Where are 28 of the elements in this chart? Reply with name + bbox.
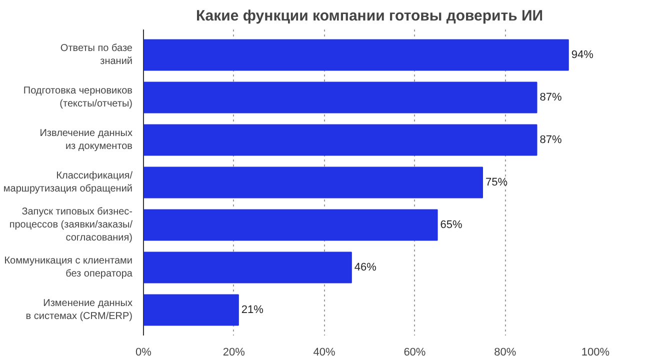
bar [144,252,352,284]
y-tick-label: Извлечение данных из документов [40,128,133,152]
data-label: 75% [486,176,508,188]
y-tick-label: Изменение данных в системах (CRM/ERP) [26,298,133,322]
data-label: 87% [540,92,562,104]
y-tick-label: Ответы по базе знаний [60,42,133,68]
data-label: 94% [571,49,594,61]
x-tick-label: 40% [313,346,336,358]
y-tick-label: Классификация/ маршрутизация обращений [3,170,133,195]
data-label: 87% [540,134,562,146]
x-tick-label: 20% [222,346,246,358]
y-tick-label: Коммуникация с клиентами без оператора [4,255,133,280]
data-label: 65% [440,219,463,231]
bar [144,294,239,326]
data-label: 46% [354,262,377,274]
x-tick-label: 100% [581,346,610,358]
data-label: 21% [241,304,264,316]
x-tick-label: 80% [494,346,516,358]
y-tick-label: Запуск типовых бизнес- процессов (заявки/заказы/ согласования) [9,206,133,244]
x-tick-label: 60% [404,346,426,358]
x-tick-label: 0% [136,346,152,358]
bar [144,82,538,114]
bar [144,166,483,198]
y-tick-label: Подготовка черновиков (тексты/отчеты) [23,85,133,110]
bar [144,124,538,156]
chart-title: Какие функции компании готовы доверить ИИ [196,8,544,24]
bar [144,39,569,71]
bar [144,209,438,241]
